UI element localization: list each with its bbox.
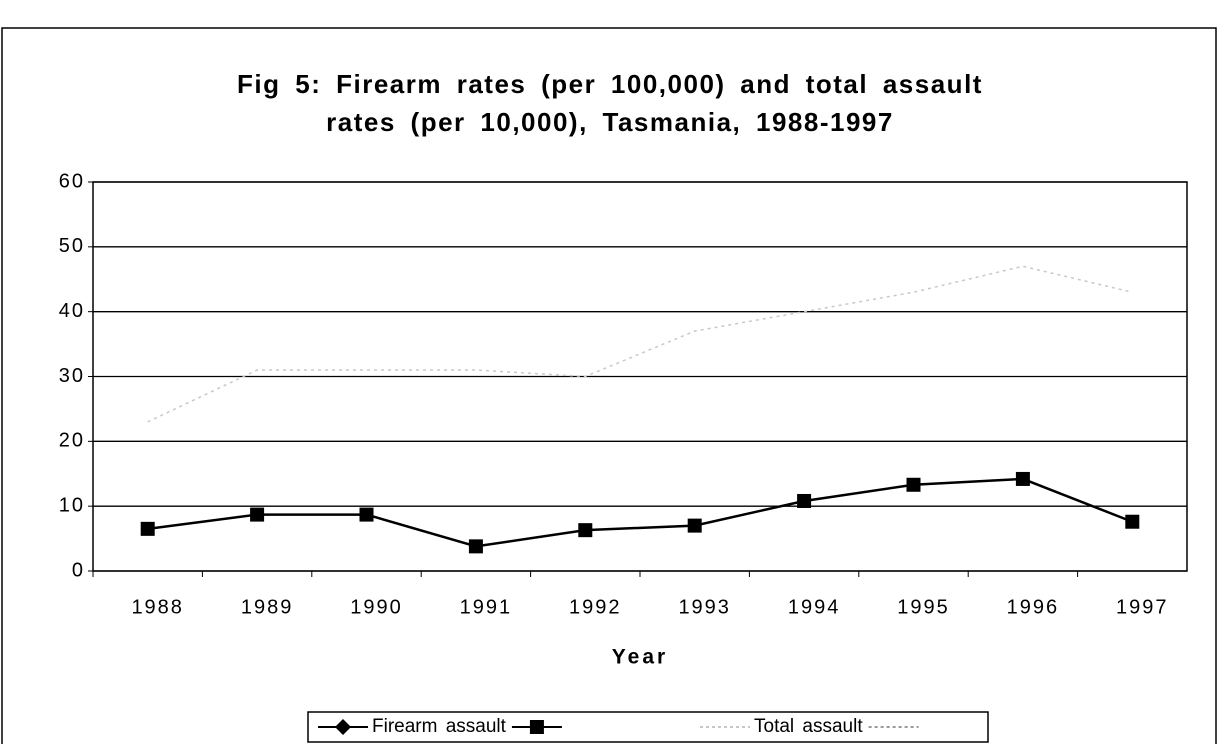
x-tick-label: 1991 [460,596,513,618]
figure-border [1,27,1217,744]
x-tick-label: 1988 [131,596,184,618]
legend-marker [529,720,544,734]
y-tick-label: 60 [59,170,85,192]
y-tick-label: 10 [59,494,85,516]
x-tick-label: 1993 [678,596,731,618]
marker [906,477,921,492]
legend-label: Total assault [754,716,863,737]
y-tick-label: 30 [59,365,85,387]
legend-marker [335,719,351,735]
series-line [147,265,1133,423]
y-tick-label: 20 [59,430,85,452]
legend-box [307,711,989,743]
chart-title: Fig 5: Firearm rates (per 100,000) and t… [237,69,983,99]
y-tick-label: 40 [59,300,85,322]
x-tick-label: 1989 [241,596,294,618]
x-axis-label: Year [612,646,668,669]
x-tick-label: 1994 [788,596,841,618]
marker [1125,514,1140,529]
marker [140,521,155,536]
x-tick-label: 1997 [1116,596,1169,618]
marker [1015,471,1030,486]
x-tick-label: 1992 [569,596,622,618]
chart-title: rates (per 10,000), Tasmania, 1988-1997 [326,107,894,137]
legend-label: Firearm assault [372,716,507,737]
x-tick-label: 1995 [897,596,950,618]
y-tick-label: 0 [72,559,85,581]
marker [578,523,593,538]
marker [687,518,702,533]
marker [797,493,812,508]
marker [468,539,483,554]
y-tick-label: 50 [59,235,85,257]
x-tick-label: 1996 [1007,596,1060,618]
x-tick-label: 1990 [350,596,403,618]
series-line [147,477,1133,548]
marker [250,507,265,522]
marker [359,507,374,522]
